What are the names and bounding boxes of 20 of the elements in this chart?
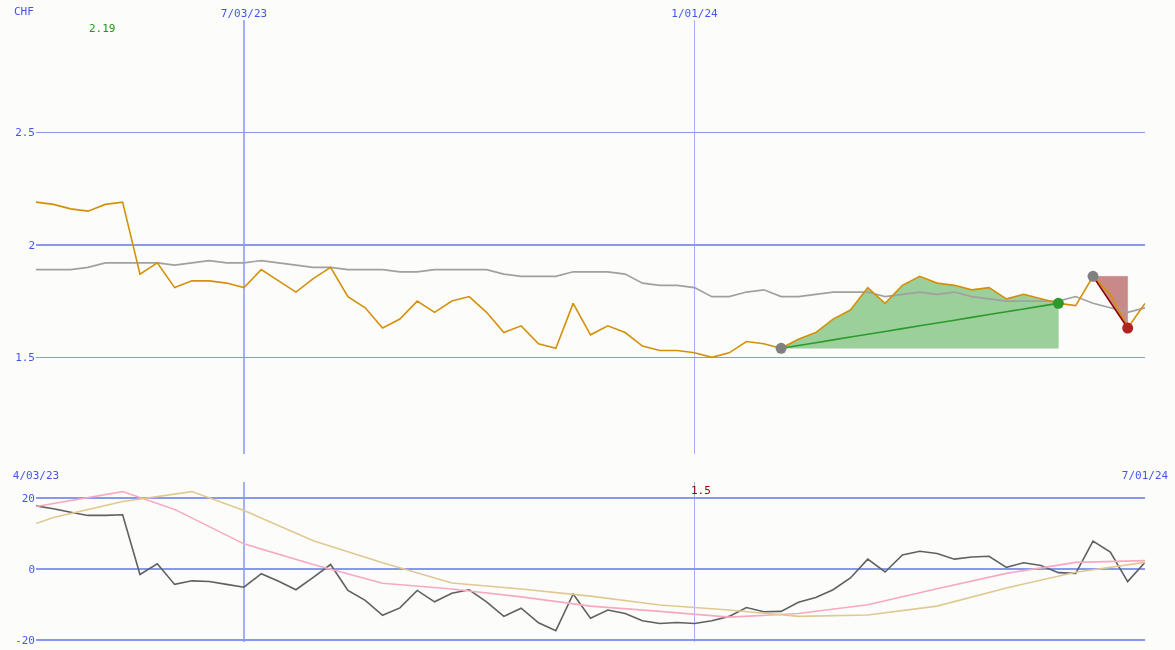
point xyxy=(1087,270,1099,282)
y-tick-label: -20 xyxy=(15,634,35,648)
y-tick-label: 1.5 xyxy=(15,351,35,365)
line-series xyxy=(36,201,1145,359)
y-tick-label: 2 xyxy=(28,238,35,252)
line-series xyxy=(36,259,1145,314)
annotation: 1.5 xyxy=(691,484,711,497)
annotation: 2.19 xyxy=(89,22,116,35)
point xyxy=(1122,322,1134,334)
y-axis-title: CHF xyxy=(14,5,34,18)
x-tick-label: 4/03/23 xyxy=(12,468,60,482)
y-tick-label: 20 xyxy=(21,491,35,505)
point xyxy=(775,342,787,354)
x-tick-label: 7/03/23 xyxy=(220,6,268,20)
point xyxy=(1052,297,1064,309)
line-series xyxy=(36,505,1145,632)
x-tick-label: 7/01/24 xyxy=(1121,468,1169,482)
y-tick-label: 0 xyxy=(28,562,35,576)
y-tick-label: 2.5 xyxy=(15,126,35,140)
x-tick-label: 1/01/24 xyxy=(671,6,719,20)
